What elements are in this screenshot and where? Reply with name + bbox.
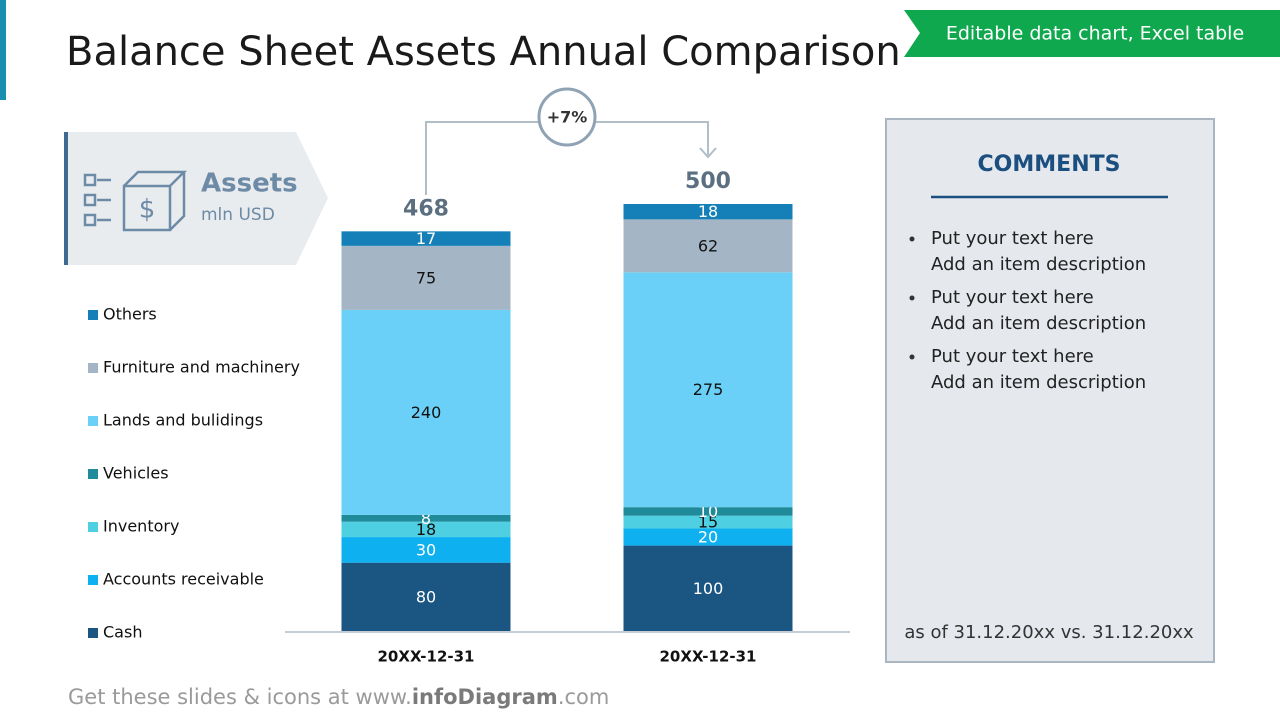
panel-border <box>64 132 68 265</box>
total-label: 500 <box>685 169 731 194</box>
assets-panel <box>64 132 328 265</box>
bar-segment <box>341 562 511 631</box>
comment-line: Add an item description <box>931 254 1146 275</box>
bar-segment <box>341 514 511 522</box>
legend-swatch <box>88 628 98 638</box>
footer-prefix: Get these slides & icons at www. <box>68 685 412 709</box>
value-label: 30 <box>416 540 436 559</box>
assets-icon: $ <box>83 170 188 232</box>
legend-swatch <box>88 310 98 320</box>
value-label: 20 <box>698 528 718 547</box>
legend-label: Lands and bulidings <box>103 411 263 430</box>
comment-line: Add an item description <box>931 313 1146 334</box>
bar-segment <box>341 245 511 310</box>
legend-label: Others <box>103 305 157 324</box>
value-label: 62 <box>698 236 718 255</box>
value-label: 15 <box>698 513 718 532</box>
legend-label: Vehicles <box>103 464 169 483</box>
legend-label: Accounts receivable <box>103 570 264 589</box>
legend-swatch <box>88 469 98 479</box>
comments-footnote: as of 31.12.20xx vs. 31.12.20xx <box>904 622 1194 643</box>
comments-title: COMMENTS <box>978 152 1121 177</box>
comment-line: Put your text here <box>931 228 1094 249</box>
panel-subtitle: mln USD <box>201 205 275 225</box>
comment-line: Put your text here <box>931 287 1094 308</box>
bar-segment <box>341 231 511 246</box>
bar-segment <box>623 272 793 508</box>
bar-segment <box>623 219 793 273</box>
bar-segment <box>623 515 793 529</box>
bar-segment <box>341 521 511 538</box>
connector-arrow <box>699 147 717 159</box>
badge <box>904 10 1280 57</box>
bullet <box>909 354 915 360</box>
legend-swatch <box>88 522 98 532</box>
badge-text: Editable data chart, Excel table <box>946 23 1244 45</box>
bar-segment <box>623 545 793 631</box>
value-label: 100 <box>693 579 724 598</box>
svg-text:$: $ <box>139 195 156 225</box>
value-label: 275 <box>693 380 724 399</box>
footer: Get these slides & icons at www.infoDiag… <box>68 685 609 709</box>
x-tick-label: 20XX-12-31 <box>660 648 757 666</box>
bar-segment <box>341 309 511 515</box>
legend-swatch <box>88 363 98 373</box>
comment-line: Add an item description <box>931 372 1146 393</box>
comment-line: Put your text here <box>931 346 1094 367</box>
value-label: 8 <box>421 509 431 528</box>
bar-segment <box>623 528 793 546</box>
bar-segment <box>341 537 511 563</box>
accent-bar <box>0 0 6 100</box>
bullet <box>909 236 915 242</box>
bar-segment <box>623 204 793 220</box>
comments-box <box>885 118 1215 663</box>
total-label: 468 <box>403 196 449 221</box>
bullet <box>909 295 915 301</box>
footer-suffix: .com <box>558 685 610 709</box>
panel-title: Assets <box>201 169 298 199</box>
value-label: 80 <box>416 587 436 606</box>
legend-swatch <box>88 575 98 585</box>
legend-label: Inventory <box>103 517 179 536</box>
change-circle <box>537 87 597 147</box>
x-tick-label: 20XX-12-31 <box>378 648 475 666</box>
value-label: 240 <box>411 403 442 422</box>
value-label: 75 <box>416 268 436 287</box>
legend-swatch <box>88 416 98 426</box>
legend-label: Cash <box>103 623 142 642</box>
legend-label: Furniture and machinery <box>103 358 300 377</box>
value-label: 18 <box>416 520 436 539</box>
footer-brand: infoDiagram <box>412 685 558 709</box>
value-label: 18 <box>698 202 718 221</box>
bar-segment <box>623 507 793 516</box>
change-label: +7% <box>547 108 588 127</box>
slide-title: Balance Sheet Assets Annual Comparison <box>66 29 901 75</box>
value-label: 17 <box>416 229 436 248</box>
